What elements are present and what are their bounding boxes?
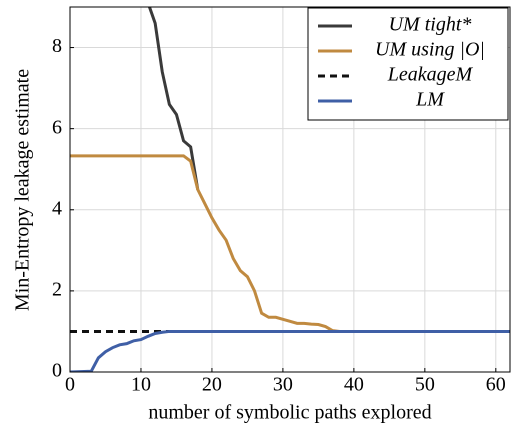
series-line [70,329,510,372]
legend-label: UM using |O| [375,39,485,61]
x-tick-label: 30 [273,374,293,396]
legend-label: LeakageM [387,64,474,86]
y-tick-label: 2 [52,278,62,300]
x-tick-label: 60 [486,374,506,396]
x-tick-label: 10 [131,374,151,396]
series-line [147,7,200,190]
y-tick-label: 4 [52,197,62,219]
y-tick-label: 6 [52,116,62,138]
series-line [70,154,510,333]
legend-label: UM tight* [389,14,472,36]
x-tick-label: 40 [344,374,364,396]
plot-frame [69,6,511,373]
legend-label: LM [415,89,445,111]
x-axis-label: number of symbolic paths explored [148,402,431,424]
x-tick-label: 0 [65,374,75,396]
y-axis-label: Min-Entropy leakage estimate [12,69,34,311]
y-tick-label: 8 [52,35,62,57]
x-tick-label: 50 [415,374,435,396]
plot-area [70,7,510,372]
y-tick-label: 0 [52,360,62,382]
x-tick-label: 20 [202,374,222,396]
